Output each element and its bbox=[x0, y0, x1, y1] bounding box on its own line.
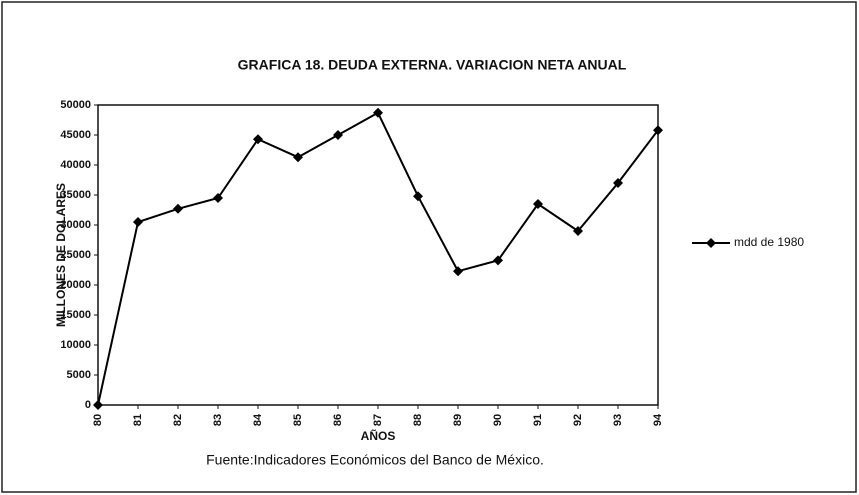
data-point bbox=[173, 203, 183, 214]
data-point bbox=[573, 226, 583, 236]
x-tick-label: 81 bbox=[132, 414, 144, 426]
x-tick-label: 89 bbox=[452, 414, 464, 426]
data-point bbox=[133, 217, 143, 227]
x-axis-label: AÑOS bbox=[361, 428, 396, 443]
y-tick-label: 20000 bbox=[60, 279, 91, 291]
x-tick-label: 94 bbox=[652, 413, 664, 426]
x-tick-label: 91 bbox=[532, 414, 544, 426]
chart-title: GRAFICA 18. DEUDA EXTERNA. VARIACION NET… bbox=[238, 57, 627, 73]
data-point bbox=[93, 400, 103, 410]
y-tick-label: 10000 bbox=[60, 339, 91, 351]
y-tick-label: 40000 bbox=[60, 159, 91, 171]
y-tick-label: 45000 bbox=[60, 129, 91, 141]
data-point bbox=[413, 191, 423, 202]
data-line bbox=[97, 111, 659, 406]
legend-marker bbox=[706, 238, 716, 248]
y-axis-label: MILLONES DE DOLARES bbox=[54, 183, 68, 327]
y-tick-label: 50000 bbox=[60, 99, 91, 111]
y-tick-label: 15000 bbox=[60, 309, 91, 321]
x-tick-label: 92 bbox=[572, 414, 584, 426]
x-tick-label: 85 bbox=[292, 414, 304, 426]
data-point bbox=[293, 152, 303, 163]
source-note: Fuente:Indicadores Económicos del Banco … bbox=[206, 452, 544, 468]
x-tick-label: 90 bbox=[492, 414, 504, 426]
y-tick-label: 25000 bbox=[60, 249, 91, 261]
x-tick-label: 93 bbox=[612, 414, 624, 426]
data-point bbox=[613, 178, 623, 188]
x-tick-label: 83 bbox=[212, 414, 224, 426]
data-point bbox=[453, 266, 463, 277]
y-tick-label: 0 bbox=[85, 399, 91, 411]
data-point bbox=[533, 199, 543, 209]
data-point bbox=[493, 255, 503, 266]
y-tick-label: 35000 bbox=[60, 189, 91, 201]
data-point bbox=[653, 125, 663, 136]
y-tick-label: 30000 bbox=[60, 219, 91, 231]
legend-label: mdd de 1980 bbox=[734, 235, 804, 249]
y-tick-label: 5000 bbox=[67, 369, 91, 381]
data-point bbox=[213, 193, 223, 203]
data-point bbox=[373, 107, 383, 118]
data-point bbox=[333, 130, 343, 140]
x-tick-label: 80 bbox=[92, 414, 104, 426]
x-tick-label: 88 bbox=[412, 414, 424, 426]
x-tick-label: 86 bbox=[332, 414, 344, 426]
x-tick-label: 84 bbox=[252, 413, 264, 426]
x-tick-label: 87 bbox=[372, 414, 384, 426]
x-tick-label: 82 bbox=[172, 414, 184, 426]
data-point bbox=[253, 134, 263, 145]
plot-area bbox=[97, 104, 659, 406]
